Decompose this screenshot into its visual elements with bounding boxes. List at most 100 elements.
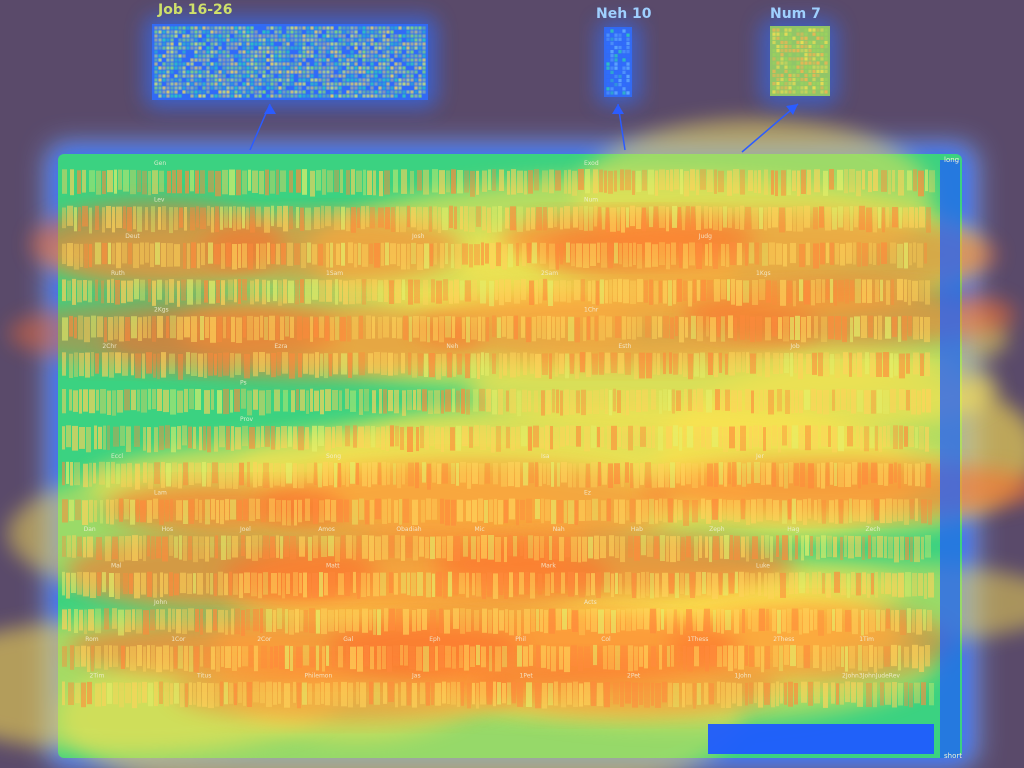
text-cell [536, 207, 542, 231]
text-cell [801, 316, 806, 343]
text-cell [649, 279, 653, 305]
inset-cell [816, 61, 820, 65]
text-cell [762, 242, 768, 266]
text-cell [734, 317, 737, 341]
text-cell [67, 280, 71, 301]
text-cell [93, 462, 96, 484]
text-cell [68, 682, 74, 705]
text-cell [165, 499, 169, 522]
text-cell [899, 207, 902, 229]
inset-cell [776, 49, 780, 53]
text-cell [586, 499, 591, 521]
inset-cell [230, 46, 234, 50]
text-cell [780, 279, 786, 306]
inset-cell [824, 53, 828, 57]
inset-cell [374, 78, 378, 82]
text-cell [561, 572, 565, 594]
text-cell [359, 498, 364, 520]
inset-cell [222, 38, 226, 42]
text-cell [308, 573, 311, 599]
inset-cell [230, 38, 234, 42]
inset-cell [234, 46, 238, 50]
text-cell [607, 498, 611, 522]
text-cell [223, 316, 226, 339]
text-cell [719, 426, 722, 448]
inset-cell [370, 86, 374, 90]
inset-cell [214, 70, 218, 74]
text-cell [393, 463, 396, 485]
text-cell [62, 243, 66, 264]
inset-cell [250, 90, 254, 94]
text-cell [372, 390, 376, 414]
inset-cell [812, 53, 816, 57]
text-cell [644, 682, 650, 708]
text-cell [758, 682, 763, 708]
text-cell [367, 279, 371, 301]
text-cell [262, 279, 266, 305]
inset-cell [812, 77, 816, 82]
text-cell [290, 536, 296, 560]
inset-cell [812, 82, 816, 86]
text-cell [516, 242, 519, 266]
inset-cell [330, 54, 334, 58]
text-cell [587, 390, 592, 414]
text-cell [171, 426, 176, 453]
text-cell [864, 426, 869, 452]
inset-cell [622, 33, 626, 37]
inset-cell [306, 54, 310, 58]
inset-cell [338, 70, 342, 74]
text-cell [218, 353, 222, 377]
text-cell [111, 461, 115, 484]
text-cell [633, 242, 636, 265]
inset-cell [166, 26, 170, 30]
text-cell [133, 206, 136, 230]
text-cell [324, 572, 328, 596]
text-cell [365, 500, 369, 525]
inset-cell [170, 94, 174, 98]
inset-cell [226, 38, 230, 42]
inset-cell [382, 82, 386, 86]
text-cell [241, 535, 245, 557]
text-cell [759, 207, 763, 230]
inset-cell [606, 33, 610, 37]
text-cell [822, 500, 826, 524]
text-cell [123, 169, 129, 192]
text-cell [682, 206, 685, 231]
book-label: 2Chr [102, 343, 117, 350]
text-cell [637, 608, 643, 630]
inset-cell [772, 49, 776, 53]
text-cell [216, 500, 219, 524]
text-cell [870, 352, 875, 378]
text-cell [460, 462, 466, 483]
text-cell [228, 279, 233, 300]
text-cell [457, 499, 463, 522]
text-cell [456, 425, 461, 451]
text-cell [613, 279, 617, 302]
text-cell [89, 389, 95, 414]
text-cell [74, 317, 77, 339]
text-cell [882, 207, 885, 233]
inset-cell [606, 62, 610, 66]
text-cell [464, 206, 468, 232]
text-cell [869, 242, 872, 264]
text-cell [435, 426, 440, 449]
inset-cell [170, 70, 174, 74]
text-cell [418, 353, 423, 376]
text-cell [482, 573, 486, 600]
text-cell [153, 573, 157, 598]
text-cell [626, 207, 629, 228]
text-cell [560, 207, 563, 230]
text-cell [119, 536, 124, 562]
text-cell [506, 390, 509, 412]
text-cell [227, 535, 231, 560]
inset-cell [210, 42, 214, 46]
text-cell [669, 352, 672, 374]
inset-cell [166, 54, 170, 58]
text-cell [141, 389, 147, 413]
text-cell [339, 279, 342, 302]
inset-cell [310, 66, 314, 70]
inset-cell [350, 54, 354, 58]
text-cell [316, 609, 320, 634]
text-cell [593, 390, 599, 415]
inset-cell [162, 94, 166, 98]
